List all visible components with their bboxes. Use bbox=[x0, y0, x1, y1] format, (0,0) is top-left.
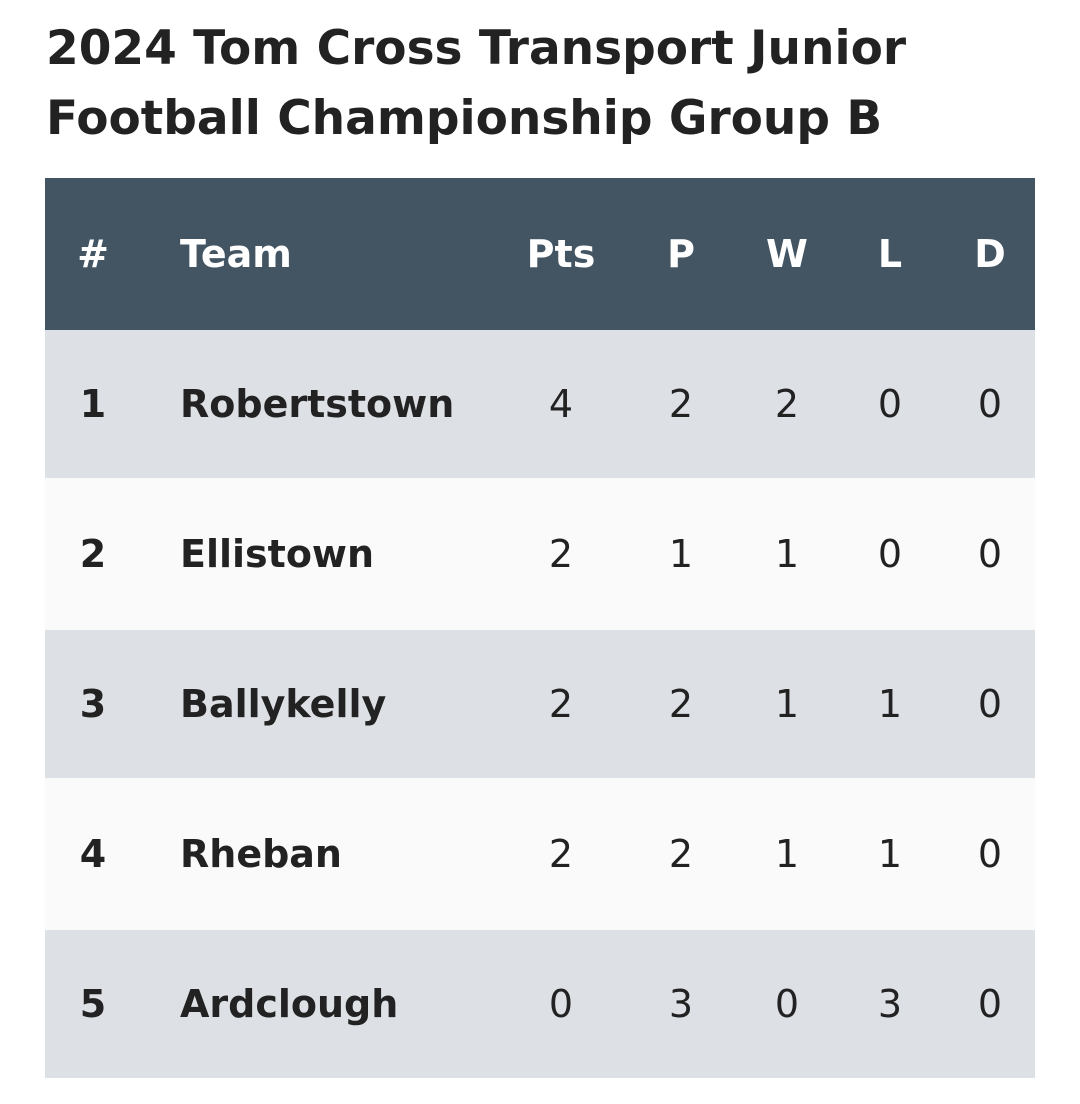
header-cell: # bbox=[77, 232, 109, 276]
table-cell: 1 bbox=[774, 532, 800, 576]
table-cell: 3 bbox=[79, 682, 107, 726]
standings-table: # Team Pts P W L D 1 Robertstown 4 2 2 0 0 2 Ellistown 2… bbox=[45, 178, 1035, 1078]
table-cell: 2 bbox=[774, 382, 800, 426]
table-cell: 2 bbox=[668, 682, 694, 726]
table-cell: 0 bbox=[977, 832, 1003, 876]
team-name: Ellistown bbox=[180, 532, 375, 576]
table-cell: 2 bbox=[548, 832, 574, 876]
table-cell: 3 bbox=[877, 982, 903, 1026]
team-name: Ballykelly bbox=[180, 682, 387, 726]
header-cell: Pts bbox=[526, 232, 596, 276]
table-cell: 1 bbox=[877, 682, 903, 726]
table-cell: 1 bbox=[668, 532, 694, 576]
table-cell: 1 bbox=[774, 832, 800, 876]
team-name: Rheban bbox=[180, 832, 342, 876]
table-cell: 3 bbox=[668, 982, 694, 1026]
header-cell: D bbox=[974, 232, 1006, 276]
table-cell: 2 bbox=[79, 532, 107, 576]
table-row: 5 Ardclough 0 3 0 3 0 bbox=[45, 930, 1035, 1078]
table-cell: 0 bbox=[977, 682, 1003, 726]
team-name: Robertstown bbox=[180, 382, 455, 426]
table-cell: 0 bbox=[774, 982, 800, 1026]
table-cell: 5 bbox=[79, 982, 107, 1026]
table-cell: 1 bbox=[877, 832, 903, 876]
table-cell: 1 bbox=[774, 682, 800, 726]
table-cell: 2 bbox=[668, 382, 694, 426]
table-cell: 0 bbox=[548, 982, 574, 1026]
table-cell: 2 bbox=[548, 682, 574, 726]
table-row: 4 Rheban 2 2 1 1 0 bbox=[45, 778, 1035, 930]
table-cell: 4 bbox=[79, 832, 107, 876]
table-title: 2024 Tom Cross Transport Junior Football… bbox=[46, 21, 907, 146]
table-cell: 2 bbox=[548, 532, 574, 576]
table-row: 1 Robertstown 4 2 2 0 0 bbox=[45, 330, 1035, 478]
header-cell: L bbox=[877, 232, 903, 276]
table-row: 2 Ellistown 2 1 1 0 0 bbox=[45, 478, 1035, 630]
header-cell: P bbox=[667, 232, 695, 276]
table-cell: 0 bbox=[877, 382, 903, 426]
table-cell: 4 bbox=[548, 382, 574, 426]
table-cell: 0 bbox=[977, 982, 1003, 1026]
table-cell: 0 bbox=[977, 382, 1003, 426]
header-cell: W bbox=[766, 232, 808, 276]
table-cell: 0 bbox=[977, 532, 1003, 576]
table-cell: 0 bbox=[877, 532, 903, 576]
team-name: Ardclough bbox=[180, 982, 399, 1026]
table-cell: 2 bbox=[668, 832, 694, 876]
header-row: # Team Pts P W L D bbox=[45, 178, 1035, 330]
table-cell: 1 bbox=[79, 382, 107, 426]
header-cell: Team bbox=[180, 232, 292, 276]
table-row: 3 Ballykelly 2 2 1 1 0 bbox=[45, 630, 1035, 778]
